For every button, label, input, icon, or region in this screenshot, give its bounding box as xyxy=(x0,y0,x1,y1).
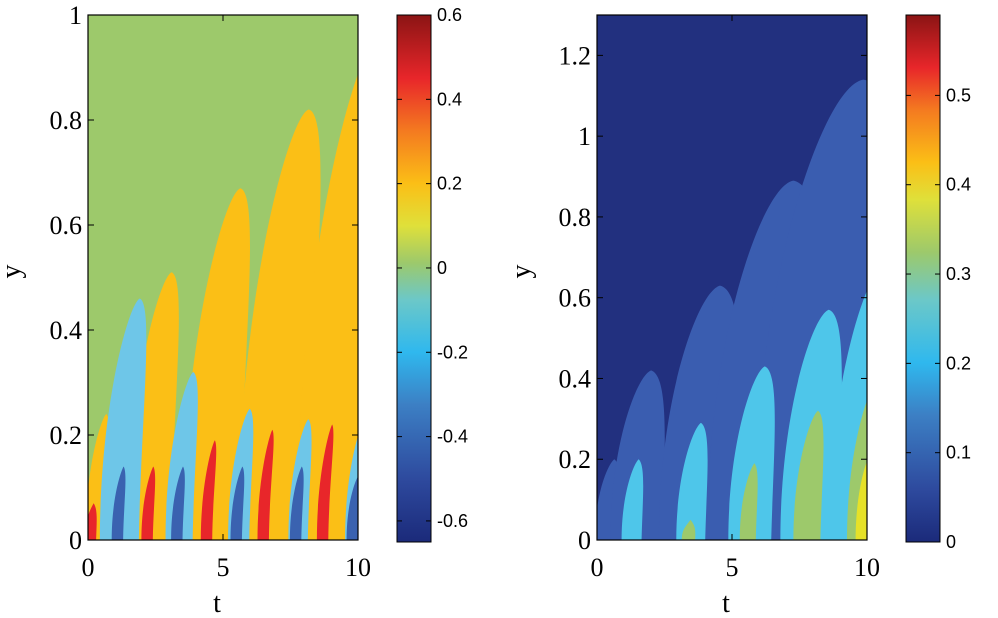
right-y-tick-label: 0.4 xyxy=(559,364,592,393)
right-mid-band-mark xyxy=(676,422,708,540)
right-high-band-mark xyxy=(793,410,824,540)
left-colorbar-tick-label: 0.2 xyxy=(437,174,462,194)
left-strong-positive-mark xyxy=(316,424,334,540)
left-strong-positive-mark xyxy=(141,466,156,540)
left-y-tick-label: 0 xyxy=(69,526,82,555)
left-strong-negative-mark xyxy=(346,477,358,540)
right-mid-band-mark xyxy=(621,459,644,540)
left-negative-plume-mark xyxy=(99,298,147,540)
right-mid-band-mark xyxy=(728,366,775,540)
right-low-band-mark xyxy=(610,370,665,540)
left-x-tick-label: 10 xyxy=(345,553,371,582)
left-colorbar-tick-label: -0.6 xyxy=(437,511,468,531)
right-y-axis-label: y xyxy=(506,265,537,279)
right-y-tick-label: 0 xyxy=(578,526,591,555)
left-y-tick-label: 0.6 xyxy=(50,211,83,240)
left-strong-negative-mark xyxy=(111,466,126,540)
left-y-tick-label: 0.8 xyxy=(50,106,83,135)
left-colorbar-tick-label: 0.6 xyxy=(437,5,462,25)
right-colorbar-tick-label: 0.5 xyxy=(946,85,971,105)
left-negative-plume-mark xyxy=(165,372,198,540)
left-x-axis-label: t xyxy=(213,588,221,618)
left-strong-positive-mark xyxy=(200,440,217,540)
left-strong-negative-mark xyxy=(289,466,304,540)
left-strong-negative-mark xyxy=(171,466,185,540)
left-colorbar: -0.6 -0.4 -0.2 0 0.2 0.4 0.6 xyxy=(396,5,468,543)
right-y-tick-label: 1 xyxy=(578,122,591,151)
left-x-tick-label: 5 xyxy=(217,553,230,582)
right-y-tick-label: 0.8 xyxy=(559,203,592,232)
left-y-tick-label: 0.2 xyxy=(50,421,83,450)
right-x-tick-label: 0 xyxy=(591,553,604,582)
left-y-tick-label: 0.4 xyxy=(50,316,83,345)
left-colorbar-tick-label: 0.4 xyxy=(437,89,462,109)
right-x-tick-label: 5 xyxy=(726,553,739,582)
left-positive-plume-mark xyxy=(296,74,358,540)
left-colorbar-tick-label: -0.2 xyxy=(437,342,468,362)
left-strong-negative-mark xyxy=(230,466,245,540)
right-high-band-mark xyxy=(681,519,696,540)
left-positive-plume-mark xyxy=(182,188,250,540)
right-colorbar-tick-label: 0.3 xyxy=(946,264,971,284)
left-colorbar-gradient xyxy=(396,14,432,543)
left-x-tick-label: 0 xyxy=(82,553,95,582)
right-peak-mark xyxy=(855,461,867,540)
right-colorbar-tick-label: 0.1 xyxy=(946,443,971,463)
left-plot: 0 5 10 0 0.2 0.4 0.6 0.8 1 t y xyxy=(0,1,371,618)
right-colorbar-tick-label: 0 xyxy=(946,532,956,552)
right-y-tick-label: 0.6 xyxy=(559,284,592,313)
right-colorbar-gradient xyxy=(905,14,941,543)
left-colorbar-tick-label: 0 xyxy=(437,258,447,278)
right-y-tick-label: 1.2 xyxy=(559,41,592,70)
left-strong-positive-mark xyxy=(88,503,97,540)
left-y-axis-label: y xyxy=(0,265,27,279)
right-plot: 0 5 10 0 0.2 0.4 0.6 0.8 1 1.2 t y xyxy=(506,14,880,618)
right-colorbar-tick-label: 0.2 xyxy=(946,353,971,373)
right-colorbar: 0 0.1 0.2 0.3 0.4 0.5 xyxy=(905,14,971,552)
left-colorbar-tick-label: -0.4 xyxy=(437,427,468,447)
right-y-tick-label: 0.2 xyxy=(559,445,592,474)
right-high-band-mark xyxy=(739,463,758,540)
left-strong-positive-mark xyxy=(257,429,274,540)
left-y-tick-label: 1 xyxy=(69,1,82,30)
right-colorbar-tick-label: 0.4 xyxy=(946,175,971,195)
right-x-axis-label: t xyxy=(722,588,730,618)
right-x-tick-label: 10 xyxy=(854,553,880,582)
